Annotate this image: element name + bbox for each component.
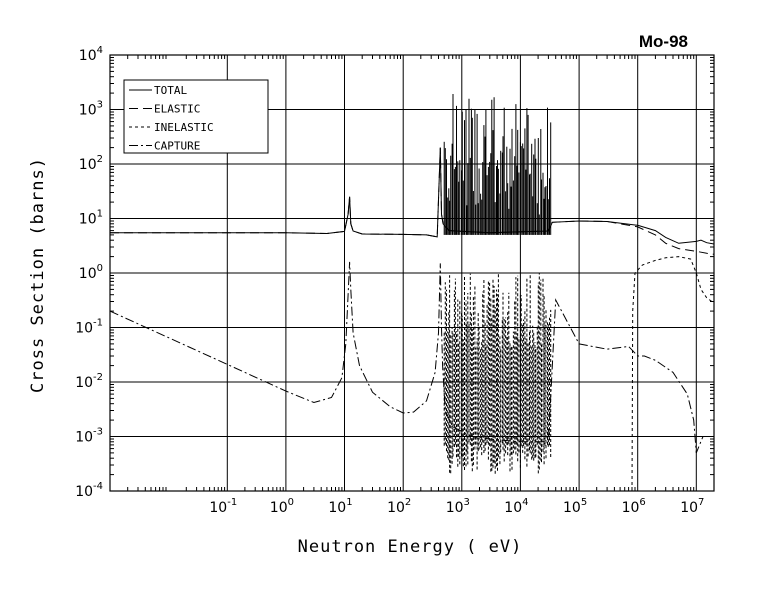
series-inelastic <box>631 256 714 491</box>
y-tick-label: 10-3 <box>75 427 103 446</box>
y-axis-title: Cross Section (barns) <box>28 157 48 393</box>
series-elastic <box>110 147 714 255</box>
chart-title: Mo-98 <box>639 32 688 51</box>
y-tick-label: 10-4 <box>75 481 103 500</box>
series-group <box>110 94 714 491</box>
x-tick-label: 107 <box>680 497 704 516</box>
legend-label: TOTAL <box>154 84 187 97</box>
x-tick-label: 101 <box>328 497 352 516</box>
x-tick-label: 102 <box>387 497 411 516</box>
y-tick-label: 102 <box>79 154 103 173</box>
legend-items: TOTAL ELASTIC INELASTIC CAPTURE <box>129 84 214 153</box>
x-tick-label: 100 <box>270 497 294 516</box>
series-capture <box>110 261 714 454</box>
plot-frame <box>109 54 715 492</box>
legend-label: CAPTURE <box>154 140 200 153</box>
y-tick-label: 103 <box>79 100 103 119</box>
x-tick-label: 104 <box>504 497 528 516</box>
series-total <box>110 147 714 245</box>
x-tick-label: 105 <box>563 497 587 516</box>
legend-label: INELASTIC <box>154 121 214 134</box>
y-tick-label: 101 <box>79 209 103 228</box>
axes: 10-1 100 101 102 103 104 105 106 107 10-4 10-3 10-2… <box>75 45 715 516</box>
legend-label: ELASTIC <box>154 103 200 116</box>
legend-box <box>123 79 269 154</box>
x-axis-title: Neutron Energy ( eV) <box>298 537 523 557</box>
x-tick-label: 106 <box>622 497 646 516</box>
x-tick-label: 103 <box>446 497 470 516</box>
resonance-region <box>443 94 552 474</box>
y-tick-label: 100 <box>79 263 103 282</box>
x-tick-label: 10-1 <box>209 497 237 516</box>
legend: TOTAL ELASTIC INELASTIC CAPTURE <box>123 79 269 154</box>
y-tick-label: 10-1 <box>75 318 103 337</box>
y-tick-label: 104 <box>79 45 103 64</box>
y-tick-label: 10-2 <box>75 372 103 391</box>
